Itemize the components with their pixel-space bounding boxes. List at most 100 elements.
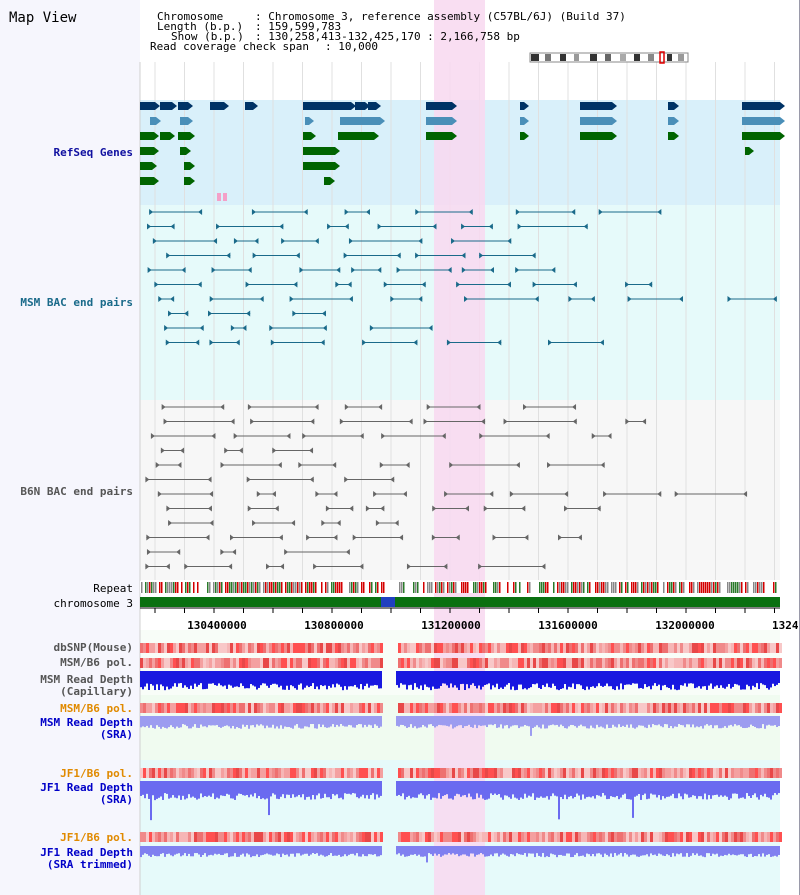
jf1-trim-depth bbox=[434, 846, 436, 854]
msm-cap-depth bbox=[550, 671, 552, 688]
repeat-mark bbox=[733, 582, 735, 593]
pol-strip bbox=[170, 832, 173, 842]
pol-strip bbox=[254, 703, 257, 713]
pol-strip bbox=[296, 658, 299, 668]
jf1-trim-depth bbox=[368, 846, 370, 855]
jf1-sra-depth bbox=[492, 781, 494, 795]
pol-strip bbox=[317, 703, 320, 713]
msm-cap-depth bbox=[538, 671, 540, 688]
pol-strip bbox=[635, 703, 638, 713]
repeat-mark bbox=[149, 582, 151, 593]
pol-strip bbox=[566, 703, 569, 713]
pol-strip bbox=[344, 658, 347, 668]
jf1-trim-depth bbox=[228, 846, 230, 858]
pol-strip bbox=[296, 768, 299, 778]
refseq-genes-label[interactable]: RefSeq Genes bbox=[53, 146, 133, 159]
msm-bac-pair-end bbox=[396, 267, 401, 273]
pol-strip bbox=[236, 658, 239, 668]
msm-cap-depth bbox=[146, 671, 148, 684]
pol-strip bbox=[662, 658, 665, 668]
pol-strip bbox=[470, 768, 473, 778]
pol-strip bbox=[335, 768, 338, 778]
jf1-trim-depth bbox=[396, 846, 398, 855]
jf1-sra-depth bbox=[292, 781, 294, 795]
pol-strip bbox=[728, 768, 731, 778]
repeat-mark bbox=[291, 582, 293, 593]
pol-strip bbox=[155, 832, 158, 842]
pol-strip bbox=[287, 703, 290, 713]
msm-sra-depth bbox=[582, 716, 584, 727]
msm-cap-depth bbox=[580, 671, 582, 686]
msm-sra-depth bbox=[190, 716, 192, 729]
pol-strip bbox=[305, 832, 308, 842]
jf1-sra-depth bbox=[290, 781, 292, 798]
pol-strip bbox=[305, 703, 308, 713]
pol-strip bbox=[218, 658, 221, 668]
gene-arrow bbox=[376, 102, 381, 110]
jf1-sra-depth bbox=[742, 781, 744, 798]
pol-strip bbox=[425, 768, 428, 778]
msm-bac-pair-end bbox=[377, 223, 382, 230]
pol-strip bbox=[227, 832, 230, 842]
gene-block bbox=[178, 102, 188, 110]
dbsnp-strip bbox=[245, 643, 248, 653]
jf1-sra-depth bbox=[232, 781, 234, 799]
pol-strip bbox=[479, 768, 482, 778]
msm-cap-depth bbox=[500, 671, 502, 688]
pol-strip bbox=[584, 703, 587, 713]
pol-strip bbox=[458, 832, 461, 842]
jf1-trim-depth bbox=[518, 846, 520, 855]
repeat-mark bbox=[171, 582, 173, 593]
pol-strip bbox=[284, 832, 287, 842]
jf1-trim-depth bbox=[572, 846, 574, 858]
pol-strip bbox=[221, 768, 224, 778]
b6n-bac-pair-end bbox=[163, 418, 168, 425]
jf1-trim-depth bbox=[210, 846, 212, 855]
pol-strip bbox=[608, 703, 611, 713]
msm-sra-depth bbox=[312, 716, 314, 725]
b6n-bac-pair-end bbox=[405, 462, 410, 468]
msm-sra-depth bbox=[658, 716, 660, 725]
msm-cap-depth bbox=[308, 671, 310, 688]
b6n-bac-pair-end bbox=[743, 491, 748, 497]
pol-strip bbox=[446, 703, 449, 713]
msm-sra-depth bbox=[698, 716, 700, 728]
jf1-trim-depth bbox=[556, 846, 558, 858]
repeat-mark bbox=[357, 582, 359, 593]
jf1-trim-depth bbox=[736, 846, 738, 856]
msm-cap-depth bbox=[564, 671, 566, 685]
dbsnp-strip bbox=[704, 643, 707, 653]
dbsnp-strip bbox=[659, 643, 662, 653]
jf1-sra-depth bbox=[410, 781, 412, 799]
b6n-bac-pair-end bbox=[314, 404, 319, 410]
jf1-trim-depth bbox=[364, 846, 366, 857]
pol-strip bbox=[341, 658, 344, 668]
repeat-mark bbox=[187, 582, 189, 593]
b6n-bac-pair-end bbox=[476, 404, 481, 410]
jf1-trim-depth bbox=[418, 846, 420, 855]
gene-block bbox=[303, 162, 335, 170]
gene-block bbox=[140, 132, 154, 140]
pol-strip bbox=[650, 703, 653, 713]
pol-strip bbox=[446, 768, 449, 778]
pol-strip bbox=[239, 658, 242, 668]
pol-strip bbox=[626, 832, 629, 842]
pol-strip bbox=[773, 703, 776, 713]
jf1-trim-depth bbox=[664, 846, 666, 857]
msm-cap-depth bbox=[736, 671, 738, 685]
jf1-sra-depth bbox=[522, 781, 524, 799]
repeat-mark bbox=[213, 582, 215, 593]
gene-block bbox=[140, 177, 154, 185]
msm-bac-label[interactable]: MSM BAC end pairs bbox=[20, 296, 133, 309]
dbsnp-strip bbox=[398, 643, 401, 653]
show-value: : 130,258,413-132,425,170 : 2,166,758 bp bbox=[255, 30, 520, 43]
msm-cap-depth bbox=[266, 671, 268, 686]
msm-sra-depth bbox=[766, 716, 768, 726]
msm-bac-pair-end bbox=[548, 339, 553, 346]
b6n-bac-label[interactable]: B6N BAC end pairs bbox=[20, 485, 133, 498]
msm-sra-depth bbox=[516, 716, 518, 726]
msm-bac-pair-end bbox=[515, 209, 520, 215]
msm-sra-depth bbox=[484, 716, 486, 726]
